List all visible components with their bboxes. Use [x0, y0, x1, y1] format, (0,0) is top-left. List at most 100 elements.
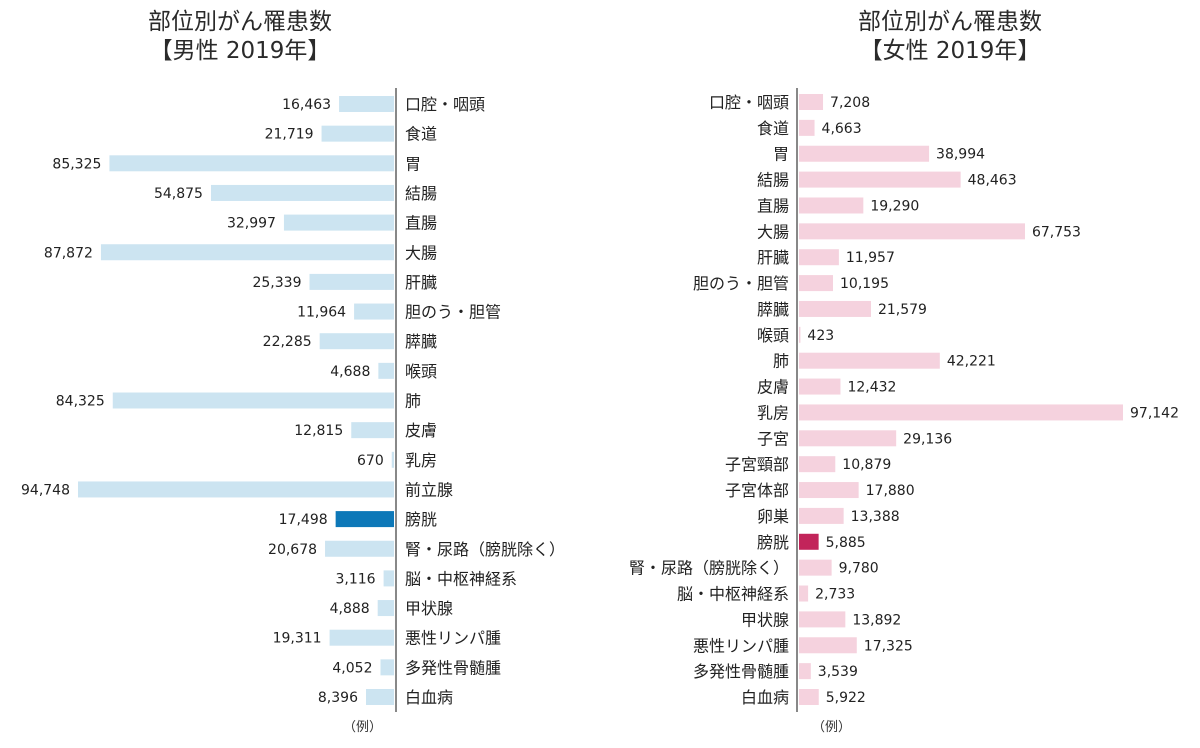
male-bar: [321, 125, 394, 142]
female-category-label: 口腔・咽頭: [709, 93, 789, 112]
female-value-label: 29,136: [903, 431, 952, 447]
female-value-label: 2,733: [815, 587, 855, 603]
female-value-label: 10,195: [840, 276, 889, 292]
male-value-label: 32,997: [227, 216, 276, 232]
male-category-label: 白血病: [405, 688, 453, 707]
female-value-label: 48,463: [968, 173, 1017, 189]
female-category-label: 乳房: [757, 403, 789, 422]
male-value-label: 12,815: [294, 423, 343, 439]
male-category-label: 胆のう・胆管: [405, 303, 501, 322]
female-bar: [799, 171, 961, 188]
female-category-label: 子宮体部: [725, 481, 789, 500]
female-value-label: 10,879: [842, 457, 891, 473]
female-bar: [799, 663, 811, 680]
male-value-label: 87,872: [44, 245, 93, 261]
male-value-label: 4,052: [332, 660, 372, 676]
female-category-label: 直腸: [757, 196, 789, 215]
male-category-label: 喉頭: [405, 362, 437, 381]
female-chart: 7,208 口腔・咽頭 4,663 食道 38,994 胃 48,463 結腸 19,290 直腸…: [629, 88, 1179, 712]
female-bar: [799, 249, 839, 266]
female-category-label: 脳・中枢神経系: [677, 585, 789, 604]
male-category-label: 結腸: [405, 184, 437, 203]
male-bar: [377, 600, 394, 617]
male-category-label: 大腸: [405, 243, 437, 262]
female-bar: [799, 689, 819, 705]
male-chart-title: 部位別がん罹患数 【男性 2019年】: [110, 8, 370, 66]
female-category-label: 皮膚: [757, 378, 789, 397]
male-bar: [78, 481, 394, 498]
male-value-label: 670: [357, 453, 384, 469]
male-chart: 16,463 口腔・咽頭 21,719 食道 85,325 胃 54,875 結腸 32,997…: [21, 88, 565, 712]
female-bar: [799, 430, 897, 447]
male-category-label: 脳・中枢神経系: [405, 569, 517, 588]
male-category-label: 胃: [405, 154, 421, 173]
female-value-label: 423: [807, 328, 834, 344]
female-value-label: 19,290: [870, 198, 919, 214]
male-bar: [309, 273, 394, 290]
male-value-label: 84,325: [56, 394, 105, 410]
male-bar: [329, 629, 394, 646]
male-bar: [351, 422, 394, 439]
female-value-label: 97,142: [1130, 405, 1179, 421]
male-category-label: 多発性骨髄腫: [405, 658, 501, 677]
female-category-label: 卵巣: [757, 507, 789, 526]
male-category-label: 腎・尿路（膀胱除く）: [405, 540, 565, 559]
male-chart-subtitle: 【男性 2019年】: [149, 38, 331, 64]
male-category-label: 直腸: [405, 214, 437, 233]
male-value-label: 3,116: [336, 571, 376, 587]
male-value-label: 25,339: [252, 275, 301, 291]
female-bar: [799, 352, 940, 369]
female-category-label: 子宮頸部: [725, 455, 789, 474]
male-category-label: 食道: [405, 125, 437, 144]
female-value-label: 67,753: [1032, 224, 1081, 240]
female-bar: [799, 378, 841, 395]
female-bar: [799, 456, 836, 473]
female-bar: [799, 533, 819, 550]
female-note: （例）: [812, 720, 852, 735]
male-category-label: 前立腺: [405, 480, 453, 499]
female-value-label: 7,208: [830, 95, 870, 111]
male-category-label: 甲状腺: [405, 599, 453, 618]
female-value-label: 4,663: [822, 121, 862, 137]
female-bar: [799, 119, 815, 136]
male-value-label: 4,888: [330, 601, 370, 617]
female-bar: [799, 145, 930, 162]
female-category-label: 胆のう・胆管: [693, 274, 789, 293]
male-category-label: 悪性リンパ腫: [405, 629, 501, 648]
male-note: （例）: [343, 720, 383, 735]
male-chart-title-main: 部位別がん罹患数: [148, 9, 332, 35]
male-category-label: 肝臓: [405, 273, 437, 292]
female-category-label: 肺: [773, 352, 789, 371]
female-category-label: 肝臓: [757, 248, 789, 267]
female-value-label: 13,892: [852, 612, 901, 628]
male-bar: [380, 659, 394, 676]
female-category-label: 食道: [757, 119, 789, 138]
male-value-label: 17,498: [279, 512, 328, 528]
female-category-label: 子宮: [757, 429, 789, 448]
male-value-label: 16,463: [282, 97, 331, 113]
female-bar: [799, 300, 871, 317]
female-value-label: 5,885: [826, 535, 866, 551]
male-bar: [335, 511, 394, 528]
female-value-label: 17,325: [864, 638, 913, 654]
female-category-label: 膀胱: [757, 533, 789, 552]
female-value-label: 13,388: [851, 509, 900, 525]
female-bar: [799, 326, 801, 343]
female-value-label: 11,957: [846, 250, 895, 266]
female-bar: [799, 223, 1025, 240]
female-bar: [799, 611, 846, 628]
male-value-label: 8,396: [318, 690, 358, 706]
female-value-label: 38,994: [936, 147, 985, 163]
female-bar: [799, 507, 844, 524]
male-bar: [112, 392, 395, 409]
female-value-label: 42,221: [947, 354, 996, 370]
female-value-label: 17,880: [866, 483, 915, 499]
female-value-label: 12,432: [847, 380, 896, 396]
male-bar: [100, 244, 394, 261]
male-value-label: 21,719: [265, 127, 314, 143]
male-category-label: 皮膚: [405, 421, 437, 440]
female-bar: [799, 585, 809, 602]
male-bar: [339, 96, 394, 112]
female-value-label: 21,579: [878, 302, 927, 318]
